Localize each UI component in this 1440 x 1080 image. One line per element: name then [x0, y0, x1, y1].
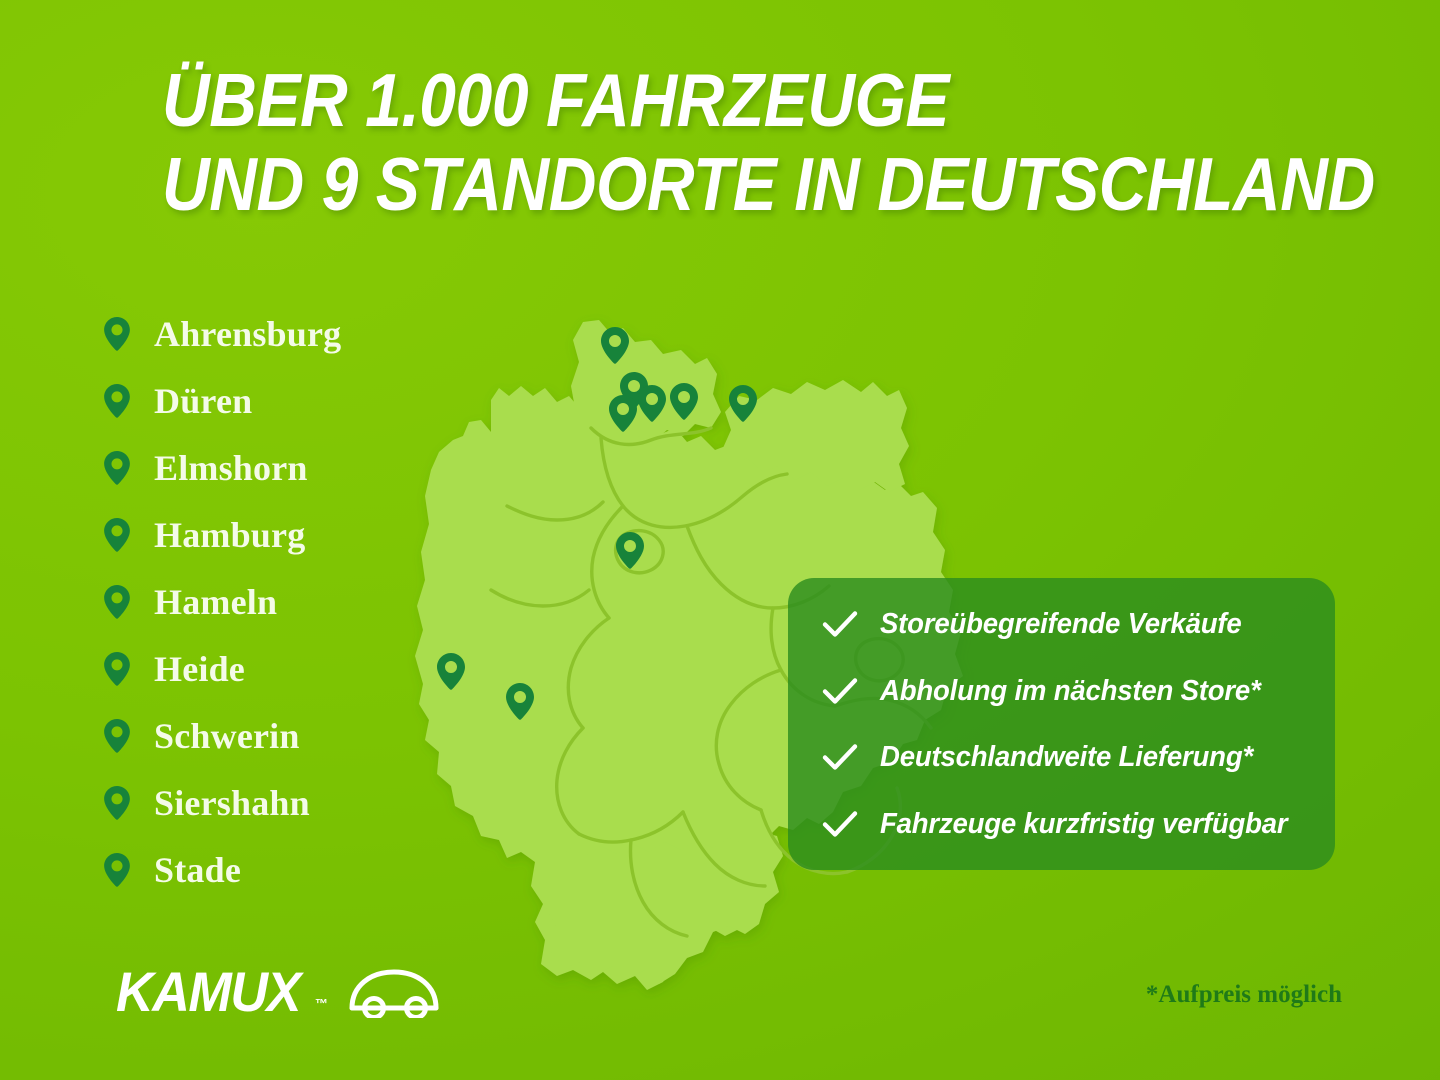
map-pin-hameln[interactable]: [616, 532, 644, 569]
map-pin-icon: [104, 852, 130, 887]
list-item-ahrensburg[interactable]: Ahrensburg: [104, 300, 464, 367]
benefit-label: Fahrzeuge kurzfristig verfügbar: [880, 807, 1288, 840]
list-item-stade[interactable]: Stade: [104, 836, 464, 903]
headline-block: ÜBER 1.000 FAHRZEUGE UND 9 STANDORTE IN …: [0, 58, 1375, 226]
list-item-label: Schwerin: [154, 715, 300, 756]
map-pin-siershahn[interactable]: [506, 683, 534, 720]
map-pin-icon: [104, 316, 130, 351]
list-item-hamburg[interactable]: Hamburg: [104, 501, 464, 568]
headline-line-1: ÜBER 1.000 FAHRZEUGE: [162, 58, 950, 142]
map-pin-icon: [104, 584, 130, 619]
check-icon: [822, 677, 858, 704]
list-item-label: Hamburg: [154, 514, 306, 555]
check-icon: [822, 611, 858, 637]
map-pin-dueren[interactable]: [437, 653, 465, 690]
list-item-dueren[interactable]: Düren: [104, 367, 464, 434]
map-pin-elmshorn[interactable]: [609, 395, 637, 432]
trademark-symbol: ™: [314, 996, 328, 1011]
benefit-label: Storeübegreifende Verkäufe: [880, 608, 1242, 640]
brand-name: KAMUX: [116, 960, 301, 1023]
list-item-elmshorn[interactable]: Elmshorn: [104, 434, 464, 501]
benefit-item-1: Storeübegreifende Verkäufe: [822, 608, 1309, 640]
list-item-label: Ahrensburg: [154, 313, 342, 354]
list-item-siershahn[interactable]: Siershahn: [104, 769, 464, 836]
map-pin-schwerin[interactable]: [729, 385, 757, 422]
list-item-label: Heide: [154, 648, 245, 689]
list-item-heide[interactable]: Heide: [104, 635, 464, 702]
map-pin-icon: [104, 651, 130, 686]
list-item-label: Stade: [154, 849, 242, 890]
map-pin-stade[interactable]: [670, 383, 698, 420]
footnote-text: *Aufpreis möglich: [1145, 981, 1342, 1008]
map-pin-heide[interactable]: [601, 327, 629, 364]
check-icon: [822, 744, 858, 771]
list-item-label: Elmshorn: [154, 447, 308, 488]
list-item-schwerin[interactable]: Schwerin: [104, 702, 464, 769]
map-pin-icon: [104, 383, 130, 418]
benefit-item-4: Fahrzeuge kurzfristig verfügbar: [822, 808, 1309, 840]
map-pin-icon: [104, 517, 130, 552]
list-item-label: Siershahn: [154, 782, 310, 823]
map-pin-icon: [104, 718, 130, 753]
map-pin-icon: [104, 450, 130, 485]
list-item-hameln[interactable]: Hameln: [104, 568, 464, 635]
benefit-item-3: Deutschlandweite Lieferung*: [822, 741, 1309, 773]
list-item-label: Düren: [154, 380, 253, 421]
benefit-label: Abholung im nächsten Store*: [880, 674, 1261, 707]
location-list: Ahrensburg Düren Elmshorn Hamburg Hameln…: [104, 300, 464, 903]
benefit-label: Deutschlandweite Lieferung*: [880, 741, 1253, 774]
map-pin-icon: [104, 785, 130, 820]
benefits-panel: Storeübegreifende Verkäufe Abholung im n…: [788, 578, 1335, 870]
list-item-label: Hameln: [154, 581, 278, 622]
map-pin-ahrensburg[interactable]: [638, 385, 666, 422]
benefit-item-2: Abholung im nächsten Store*: [822, 675, 1309, 707]
car-icon: [349, 969, 439, 1018]
brand-logo[interactable]: KAMUX ™: [116, 963, 440, 1021]
headline-line-2: UND 9 STANDORTE IN DEUTSCHLAND: [162, 142, 1375, 226]
check-icon: [822, 811, 858, 837]
